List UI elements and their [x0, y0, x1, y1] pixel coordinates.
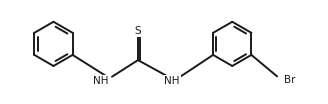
Text: S: S: [135, 26, 141, 36]
Text: Br: Br: [284, 75, 296, 85]
Text: NH: NH: [164, 76, 180, 86]
Text: NH: NH: [93, 76, 108, 86]
